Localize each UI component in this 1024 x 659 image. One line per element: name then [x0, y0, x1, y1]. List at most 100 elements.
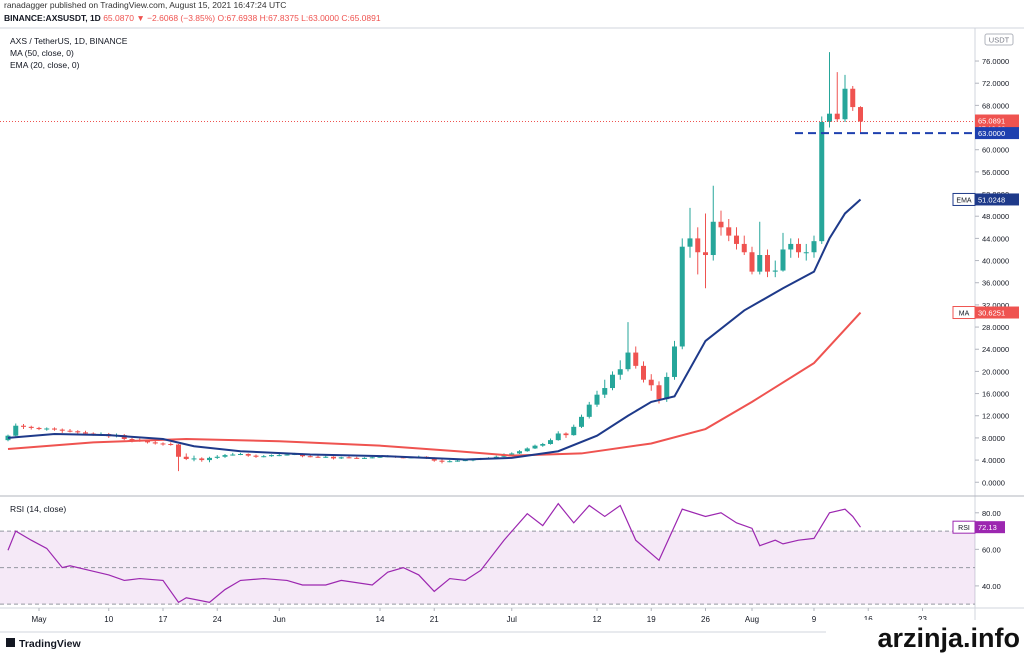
- candle-body: [21, 425, 26, 427]
- candle-body: [672, 346, 677, 377]
- candle-body: [207, 457, 212, 461]
- watermark: arzinja.info: [877, 623, 1020, 653]
- candle-body: [617, 369, 623, 375]
- y-tick-label: 40.0000: [982, 257, 1009, 266]
- candle-body: [75, 431, 81, 433]
- candle-body: [780, 249, 786, 271]
- y-tick-label: 44.0000: [982, 234, 1009, 243]
- brand-logo: TradingView: [6, 638, 81, 650]
- x-tick-label: Jun: [273, 615, 286, 624]
- candle-body: [610, 374, 615, 389]
- last-price-value: 65.0891: [978, 117, 1005, 126]
- candle-body: [633, 352, 639, 366]
- candle-body: [625, 352, 631, 370]
- y-tick-label: 4.0000: [982, 456, 1005, 465]
- brand: TradingView: [19, 638, 81, 650]
- badge-tag-text: EMA: [956, 197, 972, 204]
- candle-body: [586, 404, 592, 417]
- candle-body: [44, 428, 50, 430]
- y-tick-label: 8.0000: [982, 434, 1005, 443]
- x-tick-label: 12: [593, 615, 602, 624]
- logo-mark: [6, 638, 15, 647]
- level-badge: [975, 127, 1019, 140]
- x-tick-label: 19: [647, 615, 656, 624]
- candle-body: [176, 444, 181, 457]
- candle-body: [509, 453, 515, 455]
- candle-body: [679, 246, 685, 347]
- candle-body: [160, 443, 166, 445]
- candle-body: [571, 426, 577, 436]
- legend-ema: EMA (20, close, 0): [10, 60, 80, 70]
- y-tick-label: 20.0000: [982, 367, 1009, 376]
- y-tick-label: 80.00: [982, 509, 1001, 518]
- x-tick-label: 21: [430, 615, 439, 624]
- candle-body: [641, 365, 646, 380]
- candle-body: [362, 457, 367, 459]
- ohlc: O:67.6938 H:67.8375 L:63.0000 C:65.0891: [218, 13, 381, 23]
- candle-body: [765, 255, 770, 272]
- x-tick-label: 24: [213, 615, 222, 624]
- level-label: 63.0000: [978, 129, 1005, 138]
- candle-body: [532, 445, 538, 449]
- chart-title: AXS / TetherUS, 1D, BINANCE: [10, 36, 128, 46]
- candle-body: [230, 454, 236, 456]
- candle-body: [540, 444, 546, 446]
- x-tick-label: 14: [376, 615, 385, 624]
- candle-body: [369, 457, 375, 459]
- y-tick-label: 36.0000: [982, 279, 1009, 288]
- candle-body: [788, 243, 794, 250]
- x-tick-label: 9: [812, 615, 817, 624]
- candle-body: [757, 255, 763, 272]
- candle-body: [594, 394, 600, 405]
- badge-value: 30.6251: [978, 309, 1005, 318]
- candle-body: [517, 451, 522, 454]
- candle-body: [261, 456, 267, 458]
- candle-body: [687, 238, 693, 247]
- badge-value: 72.13: [978, 523, 997, 532]
- candle-body: [579, 416, 584, 427]
- candle-body: [726, 227, 732, 236]
- candle-body: [152, 442, 158, 444]
- candle-body: [695, 238, 701, 253]
- y-tick-label: 48.0000: [982, 212, 1009, 221]
- candle-body: [28, 426, 34, 428]
- candle-body: [741, 243, 747, 253]
- symbol-line: BINANCE:AXSUSDT, 1D 65.0870 ▼ −2.6068 (−…: [4, 13, 381, 23]
- candle-body: [377, 456, 383, 458]
- candle-body: [214, 456, 220, 458]
- candle-body: [67, 430, 73, 432]
- candle-body: [493, 456, 499, 458]
- last-price: 65.0870: [103, 13, 134, 23]
- candle-body: [811, 241, 817, 253]
- candle-body: [238, 453, 243, 455]
- candle-body: [648, 379, 654, 386]
- rsi-title: RSI (14, close): [10, 504, 66, 514]
- x-tick-label: 26: [701, 615, 710, 624]
- candle-body: [803, 252, 809, 254]
- candle-body: [222, 455, 228, 457]
- x-tick-label: 23: [918, 615, 927, 624]
- currency-badge: [984, 33, 1014, 46]
- y-tick-label: 12.0000: [982, 412, 1009, 421]
- y-tick-label: 28.0000: [982, 323, 1009, 332]
- badge: [975, 193, 1019, 206]
- currency: USDT: [989, 36, 1010, 45]
- candle-body: [455, 460, 460, 462]
- candle-body: [323, 456, 329, 458]
- candle-body: [858, 107, 863, 122]
- candle-body: [13, 425, 19, 436]
- candle-body: [191, 458, 197, 460]
- y-tick-label: 72.0000: [982, 79, 1009, 88]
- badge: [975, 306, 1019, 319]
- candle-body: [168, 444, 174, 446]
- y-tick-label: 60.0000: [982, 146, 1009, 155]
- candle-body: [338, 457, 344, 459]
- candle-body: [524, 448, 530, 452]
- change: ▼ −2.6068 (−3.85%): [136, 13, 215, 23]
- candle-body: [703, 252, 708, 256]
- y-tick-label: 68.0000: [982, 101, 1009, 110]
- publisher: ranadagger published on TradingView.com,…: [4, 0, 286, 10]
- candle-body: [145, 440, 150, 443]
- y-tick-label: 76.0000: [982, 57, 1009, 66]
